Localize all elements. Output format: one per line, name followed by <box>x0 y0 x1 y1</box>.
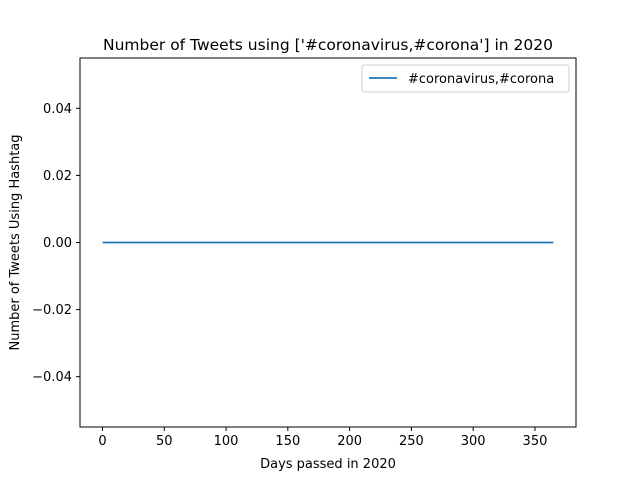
x-tick-label: 200 <box>337 434 362 449</box>
x-tick-label: 350 <box>523 434 548 449</box>
x-tick-label: 150 <box>275 434 300 449</box>
x-tick-label: 100 <box>214 434 239 449</box>
y-tick-label: −0.04 <box>32 370 72 385</box>
y-axis-ticks: −0.04 −0.02 0.00 0.02 0.04 <box>32 102 80 385</box>
y-tick-label: −0.02 <box>32 303 72 318</box>
x-axis-label: Days passed in 2020 <box>260 457 396 472</box>
x-tick-label: 50 <box>156 434 173 449</box>
x-tick-label: 300 <box>461 434 486 449</box>
x-axis-ticks: 0 50 100 150 200 250 300 350 <box>98 427 547 449</box>
plot-area: 0 50 100 150 200 250 300 350 −0.04 −0.02 0.00 0.02… <box>32 57 577 449</box>
y-tick-label: 0.00 <box>43 236 72 251</box>
legend-box <box>361 64 570 93</box>
y-tick-label: 0.04 <box>43 102 72 117</box>
x-tick-label: 0 <box>98 434 106 449</box>
x-tick-label: 250 <box>399 434 424 449</box>
legend-label: #coronavirus,#corona <box>408 72 554 87</box>
chart-title: Number of Tweets using ['#coronavirus,#c… <box>103 36 553 54</box>
y-axis-label: Number of Tweets Using Hashtag <box>8 134 23 350</box>
y-tick-label: 0.02 <box>43 169 72 184</box>
legend: #coronavirus,#corona <box>361 64 570 93</box>
